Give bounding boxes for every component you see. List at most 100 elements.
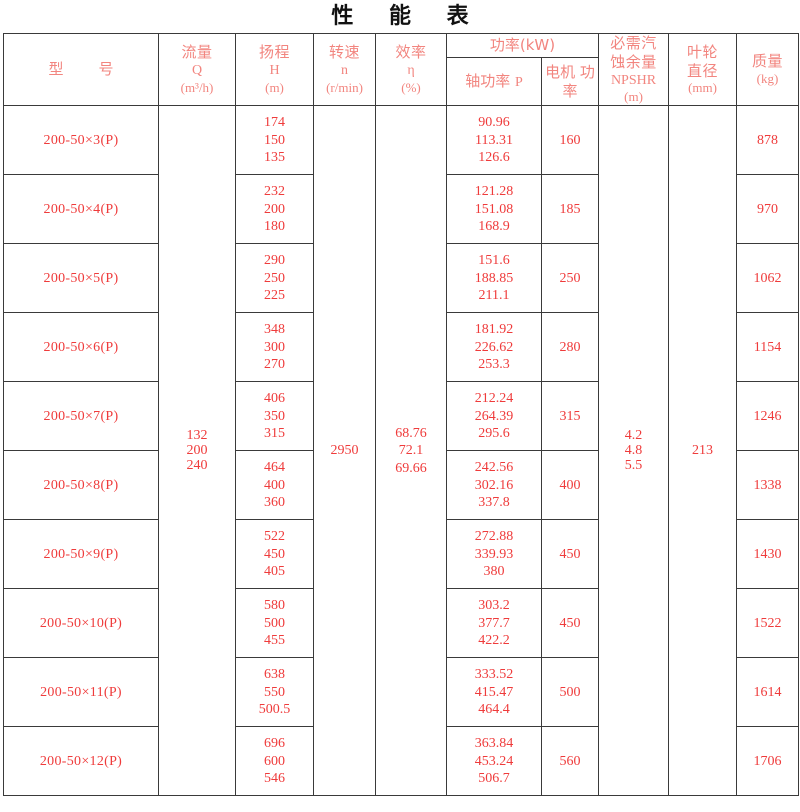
cell-shaft-power-value: 337.8: [478, 495, 510, 510]
cell-head-value: 250: [264, 270, 285, 286]
cell-shaft-power-value: 188.85: [474, 270, 514, 286]
cell-flow-value: 200: [186, 443, 208, 459]
cell-head-value: 150: [264, 132, 285, 148]
cell-shaft-power: 242.56 302.16 337.8: [446, 450, 542, 521]
cell-head-value: 350: [264, 408, 285, 424]
column-header-model-label: 型 号: [48, 60, 124, 79]
cell-head-value: 638: [264, 667, 285, 682]
cell-motor-power: 450: [540, 588, 600, 659]
cell-head-value: 464: [264, 460, 285, 475]
column-header-motor-power-name2: 功率: [562, 63, 595, 100]
performance-table: 型 号 流量 Q (m³/h) 扬程 H (m) 转速 n (r/min): [3, 32, 800, 797]
cell-model: 200-50×7(P): [3, 381, 159, 452]
cell-mass: 878: [736, 105, 800, 176]
cell-head-value: 550: [264, 684, 285, 700]
cell-mass: 970: [736, 174, 800, 245]
cell-head-value: 348: [264, 322, 285, 337]
cell-motor-power: 400: [540, 450, 600, 521]
column-header-efficiency-unit: (%): [401, 79, 421, 95]
cell-flow-merged: 132 200 240: [158, 105, 236, 797]
cell-head-value: 174: [264, 115, 285, 130]
cell-mass: 1246: [736, 381, 800, 452]
cell-head-value: 200: [264, 201, 285, 217]
column-header-motor-power-name1: 电机: [545, 63, 576, 82]
cell-speed-merged: 2950: [313, 105, 376, 797]
cell-shaft-power-value: 377.7: [478, 615, 510, 631]
page-title: 性 能 表: [331, 4, 483, 29]
cell-motor-power: 250: [540, 243, 600, 314]
cell-mass: 1062: [736, 243, 800, 314]
cell-shaft-power-value: 211.1: [478, 288, 510, 303]
cell-head: 464 400 360: [235, 450, 314, 521]
cell-model: 200-50×10(P): [3, 588, 159, 659]
cell-shaft-power-value: 272.88: [474, 529, 514, 544]
cell-motor-power: 280: [540, 312, 600, 383]
column-header-npshr: 必需汽 蚀余量 NPSHR (m): [598, 32, 670, 107]
cell-head-value: 500.5: [258, 702, 291, 717]
cell-shaft-power-value: 339.93: [474, 546, 514, 562]
cell-shaft-power-value: 226.62: [474, 339, 514, 355]
cell-head: 638 550 500.5: [235, 657, 314, 728]
cell-head: 580 500 455: [235, 588, 314, 659]
column-header-head-unit: (m): [265, 79, 284, 95]
cell-shaft-power-value: 333.52: [474, 667, 514, 682]
column-header-npshr-symbol: NPSHR: [610, 72, 657, 88]
cell-shaft-power-value: 126.6: [478, 150, 510, 165]
column-header-flow-name: 流量: [181, 43, 213, 62]
column-header-head-symbol: H: [269, 63, 280, 79]
cell-impeller-diameter-merged: 213: [668, 105, 738, 797]
column-header-head-name: 扬程: [258, 43, 290, 62]
cell-shaft-power-value: 363.84: [474, 736, 514, 751]
column-header-power-group: 功率(kW): [445, 32, 600, 59]
cell-shaft-power-value: 302.16: [474, 477, 514, 493]
cell-mass: 1522: [736, 588, 800, 659]
column-header-impeller-name1: 叶轮: [687, 42, 719, 61]
column-header-model: 型 号: [3, 32, 159, 107]
column-header-flow: 流量 Q (m³/h): [158, 32, 236, 107]
column-header-motor-power: 电机 功率: [540, 57, 600, 107]
table-row: 200-50×4(P) 232 200 180 121.28 151.08 16…: [3, 174, 800, 245]
cell-shaft-power-value: 212.24: [474, 391, 514, 406]
cell-head-value: 522: [264, 529, 285, 544]
column-header-head: 扬程 H (m): [235, 32, 314, 107]
column-header-speed: 转速 n (r/min): [313, 32, 376, 107]
cell-head-value: 225: [264, 288, 285, 303]
efficiency-values-stack: 68.76 72.1 69.66: [376, 425, 446, 478]
cell-head-value: 360: [264, 495, 285, 510]
cell-motor-power: 560: [540, 726, 600, 797]
column-header-speed-name: 转速: [328, 43, 360, 62]
cell-motor-power: 500: [540, 657, 600, 728]
cell-efficiency-value: 72.1: [398, 443, 424, 458]
cell-model: 200-50×8(P): [3, 450, 159, 521]
cell-head-value: 600: [264, 753, 285, 769]
cell-shaft-power-value: 453.24: [474, 753, 514, 769]
table-row: 200-50×10(P) 580 500 455 303.2 377.7 422…: [3, 588, 800, 659]
column-header-npshr-name1: 必需汽: [610, 34, 657, 52]
cell-head-value: 315: [264, 426, 285, 441]
cell-head-value: 290: [264, 253, 285, 268]
column-header-impeller: 叶轮 直径 (mm): [668, 32, 738, 107]
cell-shaft-power: 272.88 339.93 380: [446, 519, 542, 590]
cell-motor-power: 315: [540, 381, 600, 452]
table-row: 200-50×5(P) 290 250 225 151.6 188.85 211…: [3, 243, 800, 314]
column-header-shaft-power: 轴功率 P: [446, 57, 542, 107]
cell-shaft-power: 151.6 188.85 211.1: [446, 243, 542, 314]
cell-head-value: 270: [264, 357, 285, 372]
cell-flow-value: 132: [186, 427, 208, 443]
cell-flow-value: 240: [186, 458, 208, 474]
cell-shaft-power: 333.52 415.47 464.4: [446, 657, 542, 728]
column-header-efficiency: 效率 η (%): [375, 32, 447, 107]
column-header-npshr-unit: (m): [624, 89, 643, 104]
cell-shaft-power-value: 422.2: [478, 633, 510, 648]
column-header-speed-unit: (r/min): [326, 79, 363, 95]
column-header-efficiency-name: 效率: [395, 43, 427, 62]
column-header-impeller-unit: (mm): [688, 80, 717, 96]
cell-head: 406 350 315: [235, 381, 314, 452]
cell-shaft-power-value: 121.28: [474, 184, 514, 199]
cell-shaft-power: 90.96 113.31 126.6: [446, 105, 542, 176]
table-header: 型 号 流量 Q (m³/h) 扬程 H (m) 转速 n (r/min): [3, 32, 800, 107]
cell-shaft-power: 363.84 453.24 506.7: [446, 726, 542, 797]
column-header-flow-unit: (m³/h): [180, 79, 214, 95]
table-row: 200-50×6(P) 348 300 270 181.92 226.62 25…: [3, 312, 800, 383]
cell-model: 200-50×12(P): [3, 726, 159, 797]
